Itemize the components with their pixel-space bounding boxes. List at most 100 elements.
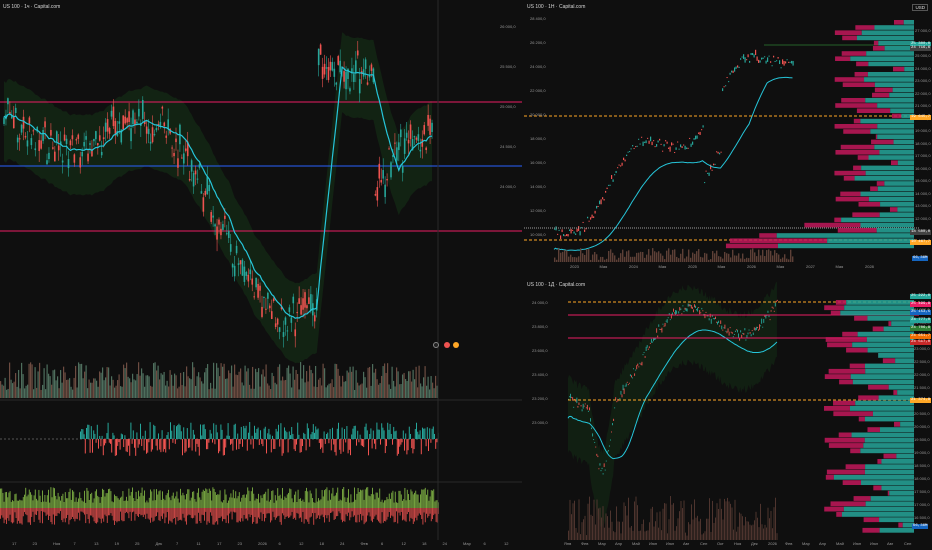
osc2-up-bar [346,497,348,508]
osc-bar [224,439,225,456]
osc-bar [268,428,270,439]
osc2-down-bar [258,508,259,518]
weekly-candle [626,154,628,157]
osc2-up-bar [206,489,208,508]
osc2-down-bar [241,508,243,519]
osc2-down-bar [222,508,223,522]
osc-bar [82,429,84,439]
osc2-down-bar [392,508,394,517]
osc-bar [120,433,122,439]
osc2-up-bar [96,489,97,508]
weekly-candle [783,61,785,66]
candle-body [208,185,211,192]
osc-bar [212,439,213,443]
left-chart-pane[interactable]: US 100 · 1ч · Capital.com 26 000,0 25 500… [0,0,522,550]
volume-bar [108,367,110,398]
osc2-up-bar [345,501,347,508]
osc2-down-bar [391,508,393,516]
volume-bar [276,384,278,398]
daily-candle [668,313,670,315]
currency-label[interactable]: USD [912,4,928,11]
event-icon[interactable] [444,342,450,348]
osc2-up-bar [74,501,76,508]
osc2-up-bar [90,493,91,508]
candle-body [317,48,320,66]
daily-candle [599,463,601,466]
weekly-candle [675,147,677,150]
daily-profile-bar [870,496,914,501]
osc2-down-bar [19,508,21,524]
weekly-volume-bar [558,248,560,262]
volume-bar [228,370,230,398]
volume-profile-bar [856,61,869,67]
daily-profile-bar [878,395,914,401]
volume-bar [379,383,381,398]
daily-candle [631,375,632,378]
osc2-up-bar [36,498,37,508]
osc2-down-bar [280,508,282,525]
volume-bar [183,372,185,398]
daily-profile-bar [883,453,897,459]
osc-bar [192,429,194,439]
candle-body [255,277,257,288]
top-right-chart-pane[interactable]: US 100 · 1Н · Capital.com USD 28 400,0 26… [524,0,932,272]
daily-candle [726,331,728,334]
weekly-volume-bar [708,259,710,262]
weekly-volume-bar [684,258,686,262]
weekly-candle [734,67,736,72]
daily-profile-bar [852,379,914,385]
br-time-label: 2026 [768,541,777,546]
osc2-up-bar [225,494,227,508]
osc-bar [378,429,380,439]
osc-bar [137,439,139,448]
osc2-up-bar [231,497,233,508]
tr-time-label: 2027 [806,264,815,269]
bottom-right-chart-canvas[interactable] [524,278,932,550]
osc2-up-bar [4,492,6,508]
weekly-volume-bar [722,258,724,262]
weekly-candle [582,221,584,223]
osc2-down-bar [139,508,141,515]
volume-bar [232,386,234,398]
weekly-volume-bar [574,257,576,262]
osc2-up-bar [156,489,157,508]
osc2-up-bar [80,498,82,508]
daily-candle [580,405,582,407]
daily-candle [615,397,617,400]
daily-candle [594,441,596,443]
volume-bar [340,386,342,398]
volume-bar [249,384,251,398]
osc-bar [275,428,277,439]
bottom-right-chart-pane[interactable]: US 100 · 1Д · Capital.com 24 000,0 23 800… [524,278,932,550]
top-right-chart-canvas[interactable] [524,0,932,272]
flag-icon[interactable] [433,342,439,348]
weekly-candle [764,56,766,58]
osc2-down-bar [49,508,51,516]
volume-bar [295,369,297,398]
daily-candle [739,338,741,341]
weekly-candle [594,210,596,214]
tr-right-level: 19 000,0 [915,128,931,133]
volume-bar [61,382,63,398]
osc-bar [278,424,279,439]
daily-volume-bar [677,518,679,540]
daily-volume-bar [619,521,620,540]
volume-bar [337,368,339,398]
osc2-up-bar [3,501,5,508]
daily-volume-bar [716,503,718,540]
daily-candle [619,397,621,399]
osc2-down-bar [315,508,317,520]
osc2-up-bar [432,490,433,508]
br-right-level: 21 500,0 [914,385,930,390]
volume-bar [103,380,105,398]
candle-body [331,62,334,71]
event-icon-2[interactable] [453,342,459,348]
candle-body [261,306,263,317]
osc2-up-bar [62,493,64,508]
osc2-up-bar [428,500,430,508]
weekly-volume-bar [698,249,700,262]
daily-volume-bar [761,524,763,540]
osc2-up-bar [142,495,144,508]
volume-bar [240,368,242,398]
left-chart-canvas[interactable] [0,0,522,550]
